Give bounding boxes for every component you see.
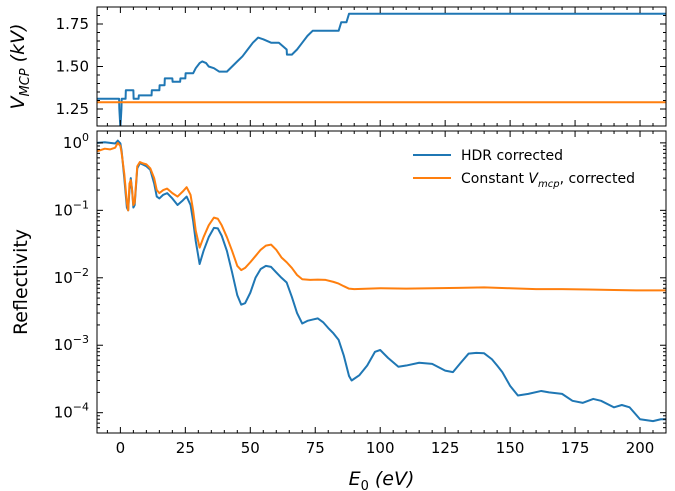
bottom-panel-reflectivity: 0 25 50 75 100 125 150 175 20010−410−310−210−110… bbox=[10, 130, 667, 491]
y-tick-label-exponent: −2 bbox=[73, 266, 89, 279]
legend-label-2: Constant Vmcp, corrected bbox=[461, 171, 635, 190]
top-series-line-1 bbox=[97, 12, 666, 126]
legend-label-subscript: mcp bbox=[538, 179, 560, 190]
legend-label-text: Constant bbox=[461, 171, 528, 187]
y-tick-label: 10−2 bbox=[54, 266, 89, 287]
x-axis-label-subscript: 0 bbox=[361, 479, 369, 491]
y-tick-label: 10−3 bbox=[54, 333, 89, 354]
top-y-axis-label-symbol: V bbox=[7, 95, 29, 110]
x-tick-label: 125 bbox=[431, 439, 460, 457]
y-tick-label-base: 10 bbox=[54, 269, 73, 287]
top-y-tick-label: 1.25 bbox=[56, 100, 89, 118]
legend-label-text-tail: , corrected bbox=[560, 171, 635, 187]
x-tick-label: 50 bbox=[241, 439, 260, 457]
bottom-series-line-2 bbox=[97, 141, 666, 292]
y-tick-label-base: 10 bbox=[63, 134, 82, 152]
top-y-tick-label: 1.50 bbox=[56, 58, 89, 76]
bottom-series-group bbox=[97, 139, 666, 423]
x-tick-label: 75 bbox=[306, 439, 325, 457]
top-y-tick-label: 1.75 bbox=[56, 15, 89, 33]
top-y-axis-label-subscript: MCP bbox=[18, 68, 33, 96]
legend: HDR corrected Constant Vmcp, corrected bbox=[413, 148, 635, 190]
top-panel-vmcp: 1.25 1.50 1.75 VMCP (kV) bbox=[7, 6, 667, 127]
x-tick-label: 200 bbox=[626, 439, 655, 457]
bottom-plot-frame bbox=[96, 130, 667, 434]
y-tick-label-exponent: −3 bbox=[73, 333, 89, 346]
y-tick-label-exponent: −4 bbox=[73, 401, 89, 414]
x-tick-label: 0 bbox=[116, 439, 126, 457]
y-tick-label-base: 10 bbox=[54, 201, 73, 219]
x-axis-label-symbol: E bbox=[349, 468, 361, 490]
top-y-axis-label: VMCP (kV) bbox=[7, 23, 33, 109]
y-tick-label: 10−4 bbox=[54, 401, 89, 422]
x-axis-label: E0 (eV) bbox=[349, 468, 415, 491]
y-tick-label-exponent: 0 bbox=[82, 131, 89, 144]
bottom-y-axis-label: Reflectivity bbox=[10, 229, 32, 335]
x-tick-label: 25 bbox=[176, 439, 195, 457]
bottom-series-line-1 bbox=[97, 139, 666, 423]
top-series-group bbox=[97, 12, 666, 126]
legend-label-1: HDR corrected bbox=[461, 148, 563, 164]
legend-label-symbol: V bbox=[528, 171, 539, 187]
top-y-axis-label-units: (kV) bbox=[7, 23, 29, 68]
x-tick-label: 175 bbox=[561, 439, 590, 457]
y-tick-label-base: 10 bbox=[54, 336, 73, 354]
x-tick-label: 150 bbox=[496, 439, 525, 457]
x-axis-label-units: (eV) bbox=[369, 468, 415, 490]
y-tick-label-exponent: −1 bbox=[73, 198, 89, 211]
y-tick-label: 10−1 bbox=[54, 198, 89, 219]
x-tick-label: 100 bbox=[366, 439, 395, 457]
y-tick-label-base: 10 bbox=[54, 404, 73, 422]
y-tick-label: 100 bbox=[63, 131, 89, 152]
